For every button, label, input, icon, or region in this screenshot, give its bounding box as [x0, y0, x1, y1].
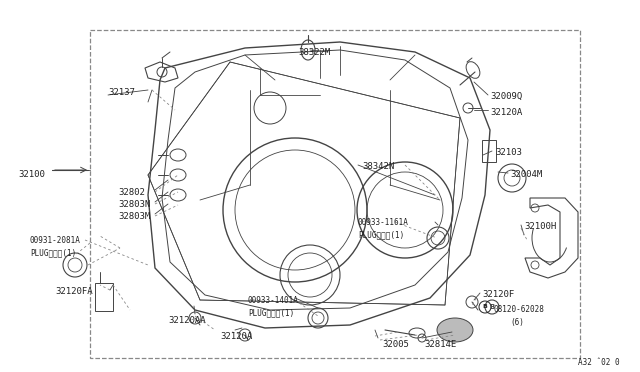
Text: B: B [483, 305, 488, 310]
Text: 00933-1401A: 00933-1401A [248, 296, 299, 305]
Text: 00933-1161A: 00933-1161A [358, 218, 409, 227]
Text: 32814E: 32814E [424, 340, 456, 349]
Text: 00931-2081A: 00931-2081A [30, 236, 81, 245]
Text: 38342N: 38342N [362, 162, 394, 171]
Text: 08120-62028: 08120-62028 [493, 305, 544, 314]
Text: 38322M: 38322M [298, 48, 330, 57]
Text: PLUGプラグ(1): PLUGプラグ(1) [248, 308, 294, 317]
Text: 32120AA: 32120AA [168, 316, 205, 325]
Text: 32802: 32802 [118, 188, 145, 197]
Text: 32100H: 32100H [524, 222, 556, 231]
Text: 32137: 32137 [108, 88, 135, 97]
Text: 32004M: 32004M [510, 170, 542, 179]
Text: (6): (6) [510, 318, 524, 327]
Text: 32005: 32005 [382, 340, 409, 349]
Text: 32100: 32100 [18, 170, 45, 179]
Text: B: B [490, 304, 495, 310]
Text: 32120A: 32120A [220, 332, 252, 341]
Text: 32009Q: 32009Q [490, 92, 522, 101]
Text: 32803M: 32803M [118, 212, 150, 221]
Text: PLUGプラグ(1): PLUGプラグ(1) [358, 230, 404, 239]
Text: 32120A: 32120A [490, 108, 522, 117]
Text: 32120FA: 32120FA [55, 287, 93, 296]
Text: 32103: 32103 [495, 148, 522, 157]
Text: A32 ˆ02 0: A32 ˆ02 0 [578, 358, 620, 367]
Text: PLUGプラグ(1): PLUGプラグ(1) [30, 248, 76, 257]
Ellipse shape [437, 318, 473, 342]
Text: 32120F: 32120F [482, 290, 515, 299]
Text: 32803N: 32803N [118, 200, 150, 209]
